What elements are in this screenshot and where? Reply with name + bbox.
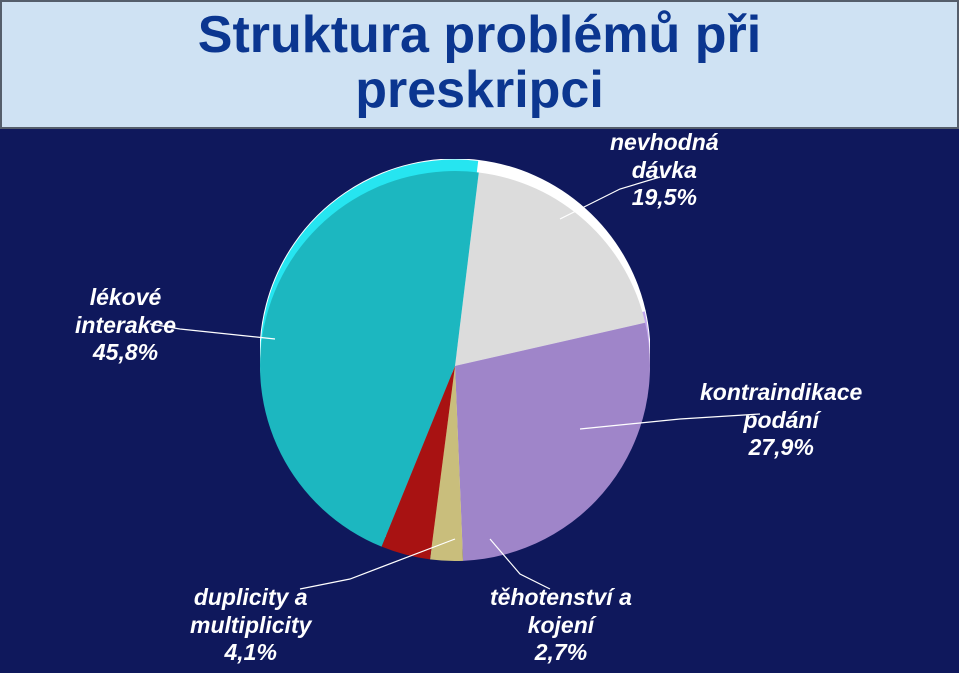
chart-area: nevhodná dávka 19,5% kontraindikace podán… xyxy=(0,129,959,673)
slice-label-kontraindikace: kontraindikace podání 27,9% xyxy=(700,379,862,462)
slice-label-duplicity: duplicity a multiplicity 4,1% xyxy=(190,584,311,667)
pie-chart xyxy=(260,159,650,549)
slice-label-tehotenstvi: těhotenství a kojení 2,7% xyxy=(490,584,632,667)
title-box: Struktura problémů připreskripci xyxy=(0,0,959,129)
slice-label-nevhodna_davka: nevhodná dávka 19,5% xyxy=(610,129,719,212)
slice-label-lekove_interakce: lékové interakce 45,8% xyxy=(75,284,176,367)
page-title: Struktura problémů připreskripci xyxy=(12,8,947,117)
pie-side xyxy=(260,171,650,561)
